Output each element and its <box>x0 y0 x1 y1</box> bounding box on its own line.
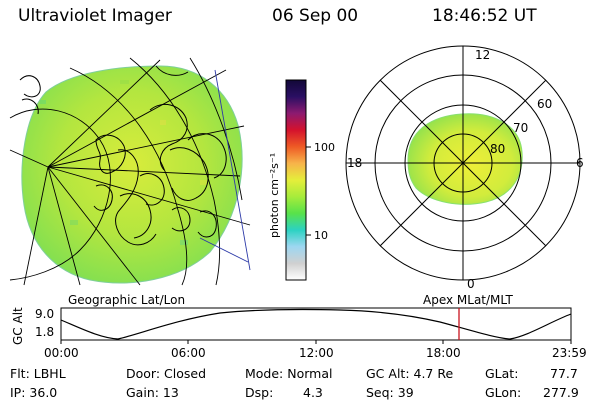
time-label: 18:46:52 UT <box>432 6 537 26</box>
coastlines <box>19 65 227 246</box>
lat-label-70: 70 <box>513 121 528 135</box>
info-dsp-label: Dsp: <box>245 385 274 400</box>
speckle-texture <box>40 80 207 245</box>
info-ip: IP: 36.0 <box>10 385 58 400</box>
mlt-label-12: 12 <box>475 48 490 62</box>
info-door: Door: Closed <box>126 366 207 381</box>
time-tick-0000: 00:00 <box>44 346 79 360</box>
altitude-tick-high: 9.0 <box>35 307 54 321</box>
mlt-label-0: 0 <box>467 277 475 291</box>
polar-grid <box>345 45 581 281</box>
colorbar-label-100: 100 <box>314 141 335 154</box>
mlt-label-6: 6 <box>576 156 584 170</box>
geographic-projection-label: Geographic Lat/Lon <box>68 293 185 307</box>
geographic-grid <box>9 57 251 286</box>
time-tick-1200: 12:00 <box>299 346 334 360</box>
apex-projection-label: Apex MLat/MLT <box>423 293 513 307</box>
lat-label-60: 60 <box>537 97 552 111</box>
polar-emission-oval <box>407 113 523 205</box>
colorbar: 100 10 photon cm⁻²s⁻¹ <box>268 79 335 281</box>
info-glon-label: GLon: <box>485 385 522 400</box>
info-seq: Seq: 39 <box>366 385 414 400</box>
geographic-image <box>9 57 251 286</box>
polar-plot: 12 18 6 0 60 70 80 <box>345 45 584 291</box>
lat-label-80: 80 <box>490 142 505 156</box>
instrument-title: Ultraviolet Imager <box>18 6 172 26</box>
mlt-label-18: 18 <box>347 156 362 170</box>
info-glat-label: GLat: <box>485 366 519 381</box>
time-tick-2359: 23:59 <box>552 346 587 360</box>
date-label: 06 Sep 00 <box>272 6 359 26</box>
info-gc-alt: GC Alt: 4.7 Re <box>366 366 454 381</box>
info-flt: Flt: LBHL <box>10 366 66 381</box>
altitude-curve <box>60 308 572 340</box>
altitude-tick-low: 1.8 <box>35 325 54 339</box>
colorbar-bar <box>285 79 307 281</box>
info-dsp-value: 4.3 <box>303 385 323 400</box>
altitude-plot: GC Alt 9.0 1.8 00:00 06:00 12:00 18:00 2… <box>11 307 587 360</box>
altitude-axis-title: GC Alt <box>11 307 25 345</box>
time-tick-0600: 06:00 <box>171 346 206 360</box>
info-gain: Gain: 13 <box>126 385 179 400</box>
time-tick-1800: 18:00 <box>426 346 461 360</box>
colorbar-label-10: 10 <box>314 229 328 242</box>
altitude-plot-frame <box>60 307 572 341</box>
info-glat-value: 77.7 <box>550 366 578 381</box>
colorbar-unit-label: photon cm⁻²s⁻¹ <box>268 153 281 238</box>
info-mode: Mode: Normal <box>245 366 333 381</box>
info-glon-value: 277.9 <box>543 385 579 400</box>
